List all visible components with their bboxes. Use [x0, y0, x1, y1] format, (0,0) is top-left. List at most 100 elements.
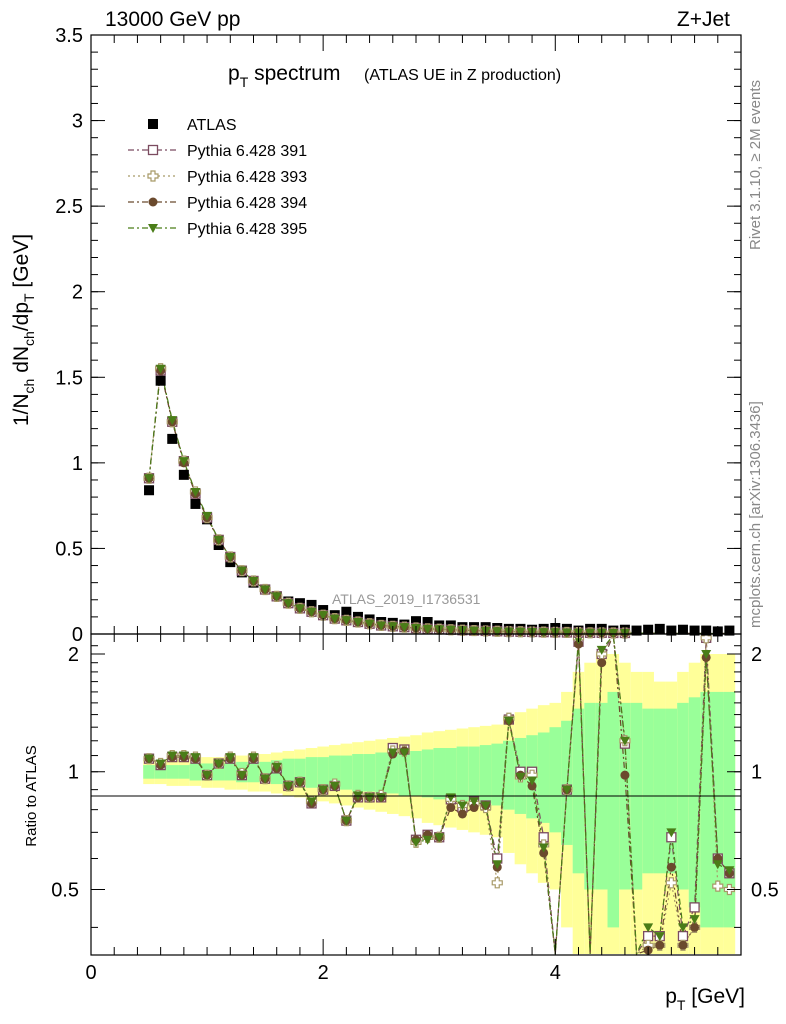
data-point: [643, 923, 654, 933]
header-left: 13000 GeV pp: [105, 8, 240, 31]
mcplots-note: mcplots.cern.ch [arXiv:1306.3436]: [747, 401, 764, 628]
y-tick-label: 2: [72, 282, 83, 304]
data-point: [491, 877, 503, 889]
y-tick-label: 0: [72, 624, 83, 646]
y-tick-label: 1: [72, 453, 83, 475]
ratio-band-inner-bin: [363, 754, 376, 792]
header-right: Z+Jet: [677, 8, 730, 31]
data-point: [561, 785, 572, 795]
data-point: [689, 915, 700, 925]
data-point: [701, 625, 712, 636]
ratio-y-tick-label: 1: [68, 762, 79, 784]
data-point: [283, 781, 294, 791]
data-point: [213, 535, 224, 545]
data-point: [724, 866, 735, 876]
data-point: [329, 781, 340, 791]
data-point: [469, 626, 480, 636]
ratio-band-inner-bin: [398, 750, 411, 796]
data-point: [469, 797, 480, 807]
data-point: [538, 843, 549, 853]
data-point: [341, 606, 352, 617]
ratio-band-inner-bin: [410, 750, 422, 796]
ratio-band-inner-bin: [537, 732, 550, 823]
data-point: [167, 433, 178, 444]
ratio-band-inner-bin: [421, 749, 434, 798]
ratio-series-layer: [143, 632, 735, 956]
legend-label: Pythia 6.428 394: [187, 195, 307, 212]
ratio-band-inner-bin: [247, 761, 260, 783]
legend-label: ATLAS: [187, 117, 237, 134]
ratio-y-tick-label: 2: [68, 644, 79, 666]
data-point: [271, 762, 282, 772]
data-point: [294, 604, 305, 614]
ratio-band-inner-bin: [224, 763, 237, 781]
data-point: [213, 759, 224, 769]
data-point: [248, 576, 259, 586]
data-point: [190, 498, 201, 509]
data-point: [167, 416, 178, 426]
data-point: [148, 119, 158, 129]
ratio-band-inner-bin: [189, 763, 202, 781]
legend-label: Pythia 6.428 395: [187, 221, 307, 238]
data-point: [318, 611, 329, 621]
data-point: [148, 224, 158, 233]
ratio-band-inner-bin: [445, 748, 457, 800]
y-tick-label: 0.5: [55, 538, 83, 560]
ratio-band-inner-bin: [212, 763, 225, 781]
axes-layer: 00.511.522.533.50.5 0.51 12 20 2 4: [51, 25, 779, 984]
ratio-y-tick-label-right: 2: [751, 644, 762, 666]
ratio-series-line: [148, 633, 730, 956]
legend: ATLAS Pythia 6.428 391 Pythia 6.428 393 Pyt…: [128, 117, 307, 238]
ratio-band-inner-bin: [375, 752, 387, 794]
legend-label: Pythia 6.428 391: [187, 143, 307, 160]
ratio-band-inner-bin: [143, 765, 155, 779]
ratio-band-inner-bin: [282, 758, 295, 786]
plot-title: pT spectrum: [228, 62, 340, 90]
data-point: [677, 624, 688, 635]
data-point: [654, 623, 665, 634]
ratio-band-inner-bin: [178, 765, 190, 779]
data-point: [248, 753, 259, 763]
data-point: [387, 748, 398, 758]
data-point: [155, 364, 166, 374]
data-point: [539, 848, 549, 858]
ratio-band-inner-bin: [688, 697, 701, 908]
svg-text:1/Nch dNch/dpT [GeV]: 1/Nch dNch/dpT [GeV]: [10, 234, 37, 426]
data-point: [480, 801, 491, 811]
data-point: [236, 566, 247, 576]
ratio-ylabel: Ratio to ATLAS: [23, 745, 40, 846]
data-point: [422, 617, 433, 628]
ratio-band-inner-bin: [491, 743, 504, 806]
data-point: [147, 144, 159, 156]
data-point: [190, 487, 201, 497]
data-point: [492, 627, 503, 637]
data-point: [712, 880, 724, 892]
data-point: [619, 736, 630, 746]
data-point: [260, 774, 271, 784]
data-point: [457, 809, 467, 819]
ratio-band-inner-bin: [352, 754, 364, 792]
data-point: [712, 860, 723, 870]
data-point: [677, 923, 688, 933]
data-point: [225, 753, 236, 763]
data-point: [144, 474, 155, 484]
data-point: [422, 624, 433, 634]
data-point: [666, 828, 677, 838]
ratio-band-inner-bin: [340, 755, 353, 790]
data-point: [306, 797, 317, 807]
ratio-band-inner-bin: [386, 752, 399, 794]
plot-subtitle: (ATLAS UE in Z production): [364, 67, 561, 84]
data-point: [492, 860, 503, 870]
data-point: [399, 748, 410, 758]
ratio-y-tick-label: 0.5: [51, 879, 79, 901]
x-tick-label: 0: [85, 962, 96, 984]
data-point: [561, 628, 572, 638]
data-point: [434, 833, 445, 843]
ratio-band-inner-bin: [503, 740, 515, 810]
data-point: [144, 485, 155, 496]
ratio-band-inner-bin: [642, 708, 654, 874]
data-point: [147, 170, 159, 182]
analysis-watermark: ATLAS_2019_I1736531: [332, 591, 481, 607]
ratio-band-inner-bin: [700, 691, 712, 928]
